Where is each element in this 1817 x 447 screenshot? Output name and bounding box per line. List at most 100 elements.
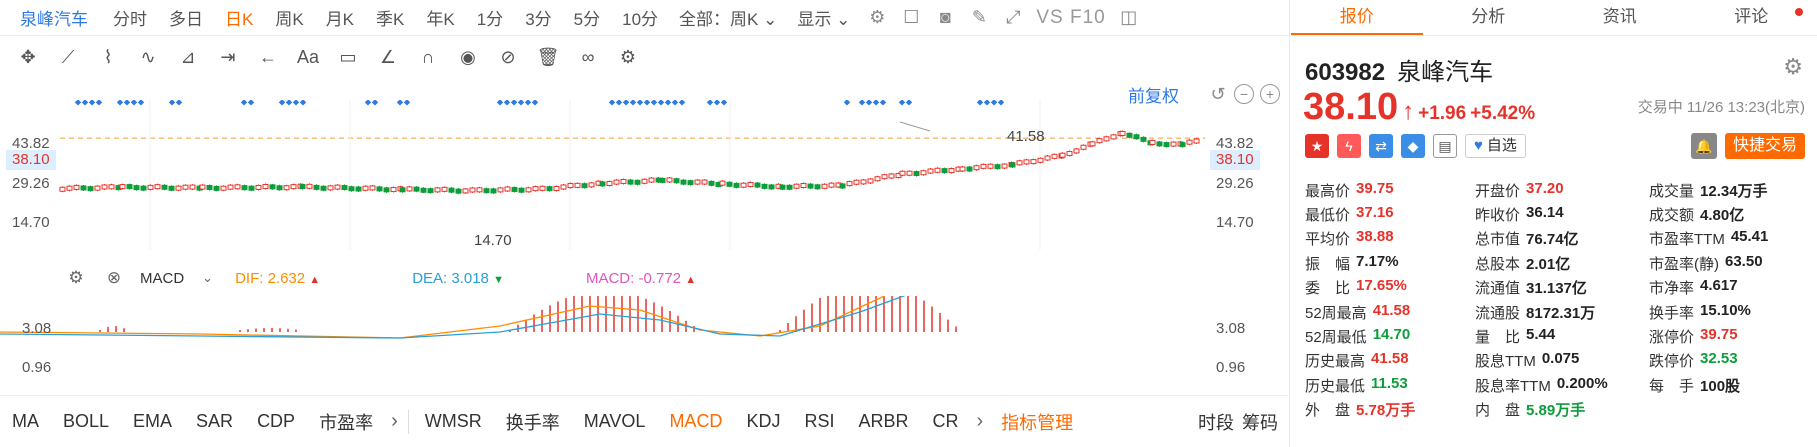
close-circle-icon[interactable]: ⊗ — [106, 268, 122, 287]
note-icon[interactable]: ▤ — [1433, 134, 1457, 158]
sidebar-toggle-icon[interactable]: ◫ — [1120, 7, 1138, 27]
arrow-left-icon[interactable]: ← — [259, 46, 277, 67]
y-axis-label: 14.70 — [12, 214, 50, 231]
indicator-tab-pe[interactable]: 市盈率 — [319, 412, 374, 433]
indicator-manage-button[interactable]: 指标管理 — [1001, 412, 1074, 433]
candle — [881, 174, 888, 180]
link-icon[interactable]: ∞ — [581, 46, 595, 67]
stat-value: 15.10% — [1700, 301, 1751, 319]
indicator-tab-arbr[interactable]: ARBR — [858, 411, 909, 431]
candle — [427, 188, 434, 194]
indicator-tab-mavol[interactable]: MAVOL — [583, 411, 646, 431]
pencil-icon[interactable]: ✎ — [971, 7, 987, 27]
display-select[interactable]: 显示 ⌄ — [787, 5, 860, 30]
fib-tool-icon[interactable]: ⊿ — [180, 46, 196, 67]
period-tab-active[interactable]: 日K — [225, 10, 254, 29]
settings-gear-icon[interactable]: ⚙ — [869, 7, 886, 27]
bell-icon[interactable]: 🔔 — [1690, 133, 1717, 159]
candle — [476, 187, 483, 193]
quick-trade-button[interactable]: 快捷交易 — [1724, 133, 1805, 159]
zoom-out-icon[interactable]: − — [1234, 84, 1254, 104]
camera-icon[interactable]: ◙ — [939, 7, 951, 27]
hide-icon[interactable]: ⊘ — [500, 46, 516, 67]
time-period-tab[interactable]: 时段 — [1198, 412, 1234, 433]
period-tab[interactable]: 5分 — [573, 10, 601, 29]
indicator-tab-rsi[interactable]: RSI — [804, 411, 835, 431]
period-tab[interactable]: 周K — [275, 10, 304, 29]
period-tab[interactable]: 多日 — [169, 10, 203, 29]
stat-label: 市盈率TTM — [1649, 231, 1725, 249]
reset-icon[interactable]: ↺ — [1210, 83, 1226, 104]
candle — [913, 171, 920, 177]
stats-row: 委 比 17.65% 流通值 31.137亿 市净率 4.617 — [1305, 276, 1815, 300]
range-measure-icon[interactable]: ⇥ — [220, 46, 236, 67]
indicator-name[interactable]: MACD — [140, 269, 185, 287]
fullscreen-icon[interactable]: ⤢ — [1006, 7, 1021, 27]
magnet-icon[interactable]: ∩ — [421, 46, 435, 67]
candle — [539, 185, 546, 191]
indicator-tab-ema[interactable]: EMA — [133, 411, 173, 431]
candle — [733, 182, 740, 188]
wave-tool-icon[interactable]: ∿ — [140, 46, 156, 67]
settings-gear-icon[interactable]: ⚙ — [1783, 54, 1803, 79]
zoom-in-icon[interactable]: + — [1260, 84, 1280, 104]
line-tool-icon[interactable]: ⟋ — [61, 46, 75, 67]
range-select[interactable]: 全部：周K ⌄ — [669, 5, 787, 30]
tag-icon[interactable]: ◆ — [1401, 134, 1425, 158]
trash-icon[interactable]: 🗑 — [536, 46, 560, 67]
tab-analysis[interactable]: 分析 — [1423, 0, 1555, 35]
period-tab[interactable]: 年K — [426, 10, 455, 29]
indicator-tab-ma[interactable]: MA — [12, 411, 39, 431]
indicator-tab-cr[interactable]: CR — [932, 411, 959, 431]
indicator-tab-kdj[interactable]: KDJ — [746, 411, 781, 431]
indicator-tab-macd[interactable]: MACD — [669, 411, 723, 431]
indicator-tab-cdp[interactable]: CDP — [257, 411, 296, 431]
period-tab[interactable]: 季K — [376, 10, 405, 29]
period-tab[interactable]: 月K — [325, 10, 355, 29]
period-tab[interactable]: 分时 — [113, 10, 147, 29]
period-tab[interactable]: 10分 — [622, 10, 659, 29]
macd-y-label: 3.08 — [22, 320, 52, 337]
china-flag-icon[interactable]: ★ — [1305, 134, 1329, 158]
add-watchlist-button[interactable]: ♥ 自选 — [1465, 134, 1526, 158]
stats-row: 最高价 39.75 开盘价 37.20 成交量 12.34万手 — [1305, 178, 1815, 202]
margin-trading-icon[interactable]: ϟ — [1337, 134, 1361, 158]
indicator-tab-boll[interactable]: BOLL — [63, 411, 110, 431]
period-tab[interactable]: 3分 — [525, 10, 552, 29]
candle — [1103, 136, 1110, 142]
chevron-right-icon[interactable]: › — [391, 410, 398, 432]
tab-news[interactable]: 资讯 — [1554, 0, 1686, 35]
stat-value: 2.01亿 — [1526, 255, 1571, 273]
draw-settings-icon[interactable]: ⚙ — [619, 46, 637, 67]
vs-f10-button[interactable]: VS F10 — [1036, 6, 1106, 28]
tab-quote[interactable]: 报价 — [1291, 0, 1423, 35]
stock-name-tab[interactable]: 泉峰汽车 — [20, 10, 88, 29]
text-tool-icon[interactable]: Aa — [296, 46, 320, 67]
move-cross-icon[interactable]: ✥ — [20, 46, 36, 67]
angle-tool-icon[interactable]: ∠ — [379, 46, 397, 67]
period-tab[interactable]: 1分 — [476, 10, 504, 29]
connect-icon[interactable]: ⇄ — [1369, 134, 1393, 158]
macd-chart[interactable] — [0, 296, 1290, 394]
indicator-tab-sar[interactable]: SAR — [196, 411, 234, 431]
indicator-tab-wmsr[interactable]: WMSR — [424, 411, 482, 431]
candle — [348, 186, 355, 192]
eye-icon[interactable]: ◉ — [460, 46, 476, 67]
candle — [620, 178, 627, 184]
event-diamond — [364, 100, 372, 106]
event-diamond — [615, 100, 623, 106]
tab-comments[interactable]: 评论 — [1686, 0, 1817, 35]
candle — [666, 177, 673, 183]
fuquan-select[interactable]: 前复权 — [1128, 87, 1179, 106]
chevron-right-icon[interactable]: › — [976, 410, 984, 432]
comment-icon[interactable]: ▭ — [339, 46, 357, 67]
settings-gear-icon[interactable]: ⚙ — [68, 268, 84, 287]
polyline-tool-icon[interactable]: ⌇ — [103, 46, 113, 67]
chip-distribution-tab[interactable]: 筹码 — [1242, 412, 1278, 433]
stat-cell: 振 幅 7.17% — [1305, 253, 1475, 274]
stats-row: 最低价 37.16 昨收价 36.14 成交额 4.80亿 — [1305, 202, 1815, 226]
kline-chart[interactable] — [0, 100, 1290, 250]
indicator-tab-turnover[interactable]: 换手率 — [505, 412, 560, 433]
chevron-down-icon[interactable]: ⌄ — [202, 270, 214, 285]
color-box-icon[interactable]: ☐ — [903, 7, 920, 27]
